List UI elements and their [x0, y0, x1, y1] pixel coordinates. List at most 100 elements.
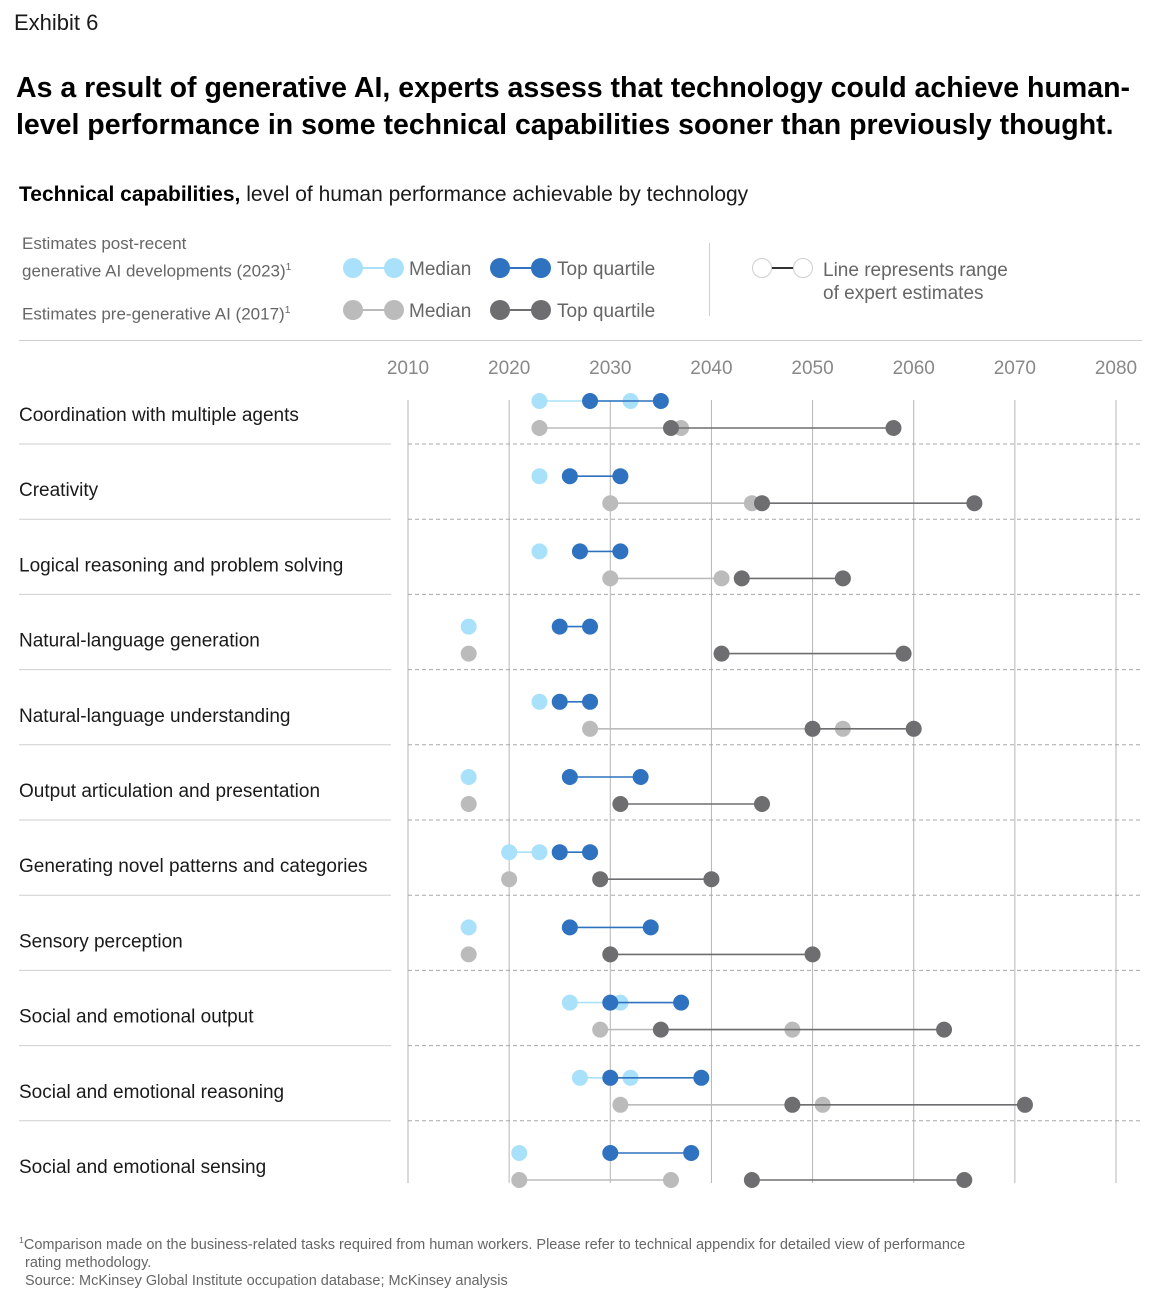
post-top-dot [632, 769, 649, 785]
legend-post-top-line [500, 267, 540, 269]
legend-post-median-text: Median [409, 259, 472, 280]
pre-median-dot [602, 495, 619, 512]
post-top-dot [673, 994, 690, 1011]
post-median-dot [460, 919, 477, 936]
x-tick-label: 2040 [690, 358, 732, 379]
footnote: 1Comparison made on the business-related… [19, 1231, 1119, 1290]
legend-pre-top-dot-a [490, 300, 510, 320]
post-top-dot [612, 543, 629, 560]
pre-top-dot [804, 946, 821, 963]
pre-top-dot [784, 1096, 801, 1113]
legend-range-line1: Line represents range [823, 260, 1008, 281]
pre-top-dot [1016, 1096, 1033, 1113]
post-top-dot [582, 393, 599, 409]
x-tick-label: 2070 [994, 358, 1036, 379]
pre-median-dot [592, 1021, 609, 1038]
legend-pre-median-dot-a [343, 300, 363, 320]
pre-median-dot [460, 645, 477, 662]
post-top-dot [612, 468, 629, 485]
legend-post-top-text: Top quartile [557, 259, 656, 280]
legend-post-footnote-marker: 1 [285, 262, 292, 273]
legend-post-median-line [353, 267, 393, 269]
post-top-dot [602, 1069, 619, 1086]
pre-top-dot [754, 495, 770, 512]
pre-top-dot [703, 871, 720, 888]
category-label: Creativity [19, 480, 99, 501]
post-median-dot [531, 393, 548, 409]
legend-post-label: Estimates post-recent generative AI deve… [22, 232, 291, 284]
legend-range-dot-a [752, 258, 772, 278]
x-tick-label: 2050 [791, 358, 833, 379]
legend-post-top-dot-b [531, 258, 551, 278]
footnote-marker: 1 [19, 1235, 24, 1245]
post-median-dot [531, 543, 548, 560]
chart-subtitle: Technical capabilities, level of human p… [19, 183, 748, 207]
legend-pre-median-dot-b [384, 300, 404, 320]
category-label: Natural-language generation [19, 631, 260, 652]
category-label: Social and emotional sensing [19, 1157, 266, 1178]
post-top-dot [582, 618, 599, 635]
post-top-dot [683, 1145, 700, 1161]
legend-post-median-dot-b [384, 258, 404, 278]
legend-range-line2: of expert estimates [823, 283, 984, 304]
post-median-dot [561, 994, 578, 1011]
x-tick-label: 2020 [488, 358, 530, 379]
post-median-dot [460, 618, 477, 635]
pre-median-dot [460, 796, 477, 812]
pre-median-dot [713, 570, 730, 587]
footnote-source: Source: McKinsey Global Institute occupa… [25, 1272, 508, 1289]
subtitle-bold: Technical capabilities, [19, 183, 241, 206]
legend-pre-top-dot-b [531, 300, 551, 320]
legend-post-top-dot-a [490, 258, 510, 278]
pre-median-dot [602, 570, 619, 587]
category-label: Logical reasoning and problem solving [19, 555, 343, 576]
pre-top-dot [592, 871, 609, 888]
category-label: Natural-language understanding [19, 706, 290, 727]
category-label: Output articulation and presentation [19, 781, 320, 802]
post-top-dot [551, 618, 568, 635]
legend-post-label-line1: Estimates post-recent [22, 234, 187, 253]
pre-top-dot [895, 645, 912, 662]
legend-pre-label: Estimates pre-generative AI (2017)1 [22, 299, 290, 327]
pre-top-dot [733, 570, 750, 587]
subtitle-rest: level of human performance achievable by… [240, 183, 749, 206]
post-top-dot [602, 1145, 619, 1161]
pre-top-dot [662, 420, 679, 436]
legend-pre-median-text: Median [409, 301, 472, 322]
post-median-dot [501, 844, 518, 861]
legend-range-text: Line represents range of expert estimate… [823, 259, 1008, 305]
pre-median-dot [501, 871, 518, 888]
pre-median-dot [582, 720, 599, 737]
post-top-dot [551, 693, 568, 710]
pre-median-dot [511, 1172, 528, 1188]
post-top-dot [582, 844, 599, 861]
legend-pre-median-line [353, 309, 393, 311]
x-tick-label: 2010 [387, 358, 429, 379]
footnote-line2: rating methodology. [25, 1254, 152, 1271]
pre-median-dot [612, 1096, 629, 1113]
pre-top-dot [905, 720, 922, 737]
x-tick-label: 2060 [893, 358, 935, 379]
category-label: Social and emotional reasoning [19, 1082, 284, 1103]
category-label: Generating novel patterns and categories [19, 856, 368, 877]
post-median-dot [511, 1145, 528, 1161]
page-title: As a result of generative AI, experts as… [16, 72, 1130, 141]
post-top-dot [652, 393, 669, 409]
post-median-dot [460, 769, 477, 785]
pre-median-dot [662, 1172, 679, 1188]
pre-top-dot [612, 796, 629, 812]
legend-post-median-dot-a [343, 258, 363, 278]
pre-top-dot [602, 946, 619, 963]
pre-top-dot [885, 420, 902, 436]
post-top-dot [602, 994, 619, 1011]
pre-top-dot [966, 495, 983, 512]
footnote-text: 1Comparison made on the business-related… [19, 1231, 1119, 1254]
footnote-line1: Comparison made on the business-related … [23, 1236, 966, 1253]
legend-pre-footnote-marker: 1 [284, 305, 291, 316]
legend-pre-top-text: Top quartile [557, 301, 656, 322]
pre-top-dot [834, 570, 851, 587]
pre-top-dot [743, 1172, 760, 1188]
pre-median-dot [531, 420, 548, 436]
post-median-dot [571, 1069, 588, 1086]
category-label: Social and emotional output [19, 1007, 254, 1028]
